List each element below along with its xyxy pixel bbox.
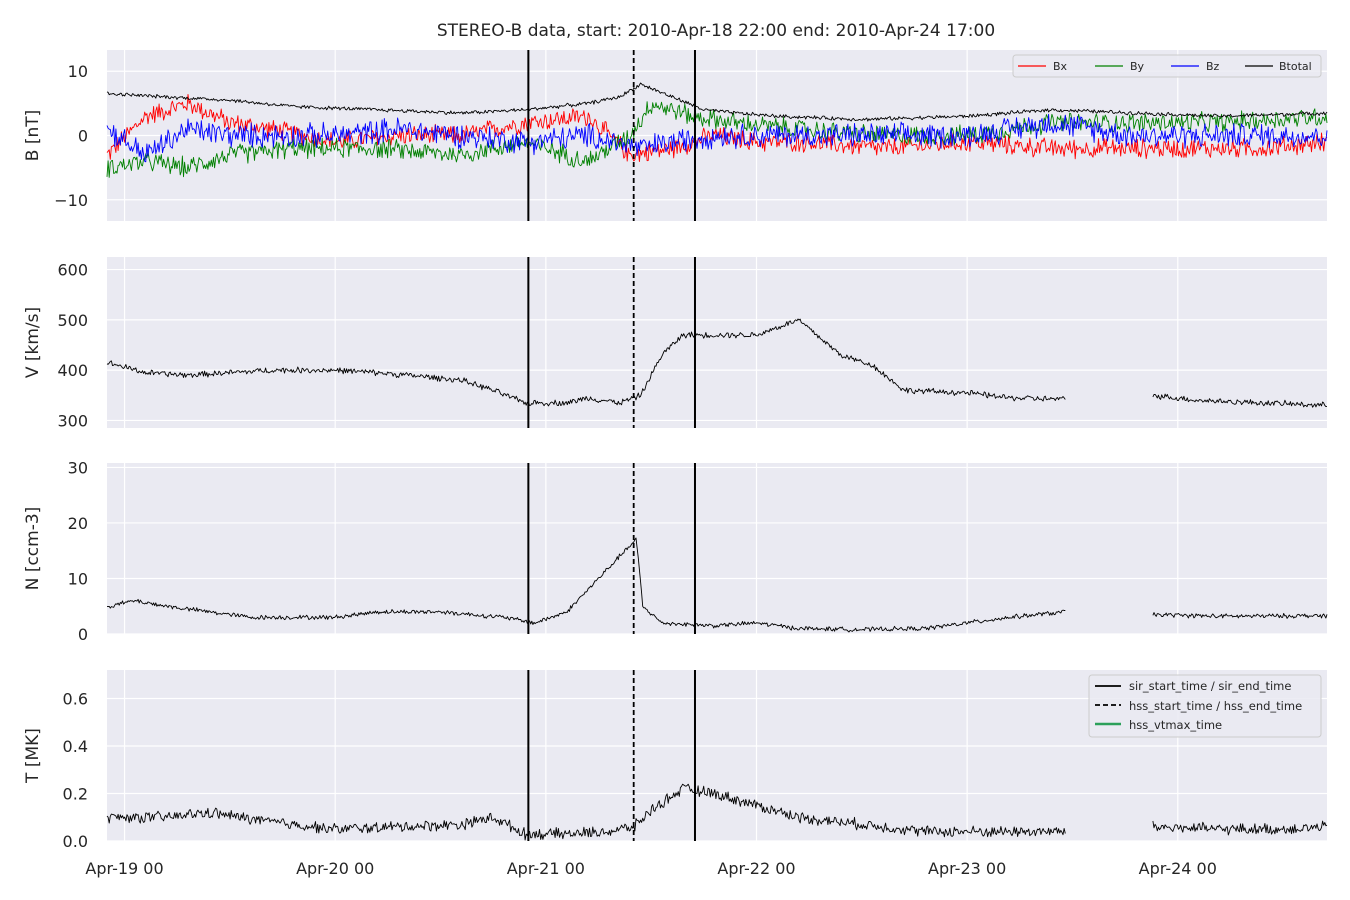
legend-label-btotal: Btotal (1279, 60, 1312, 73)
chart-title: STEREO-B data, start: 2010-Apr-18 22:00 … (437, 21, 995, 41)
y-tick-label: 0 (78, 625, 88, 644)
panel-v-background (107, 257, 1327, 428)
panel-n-background (107, 463, 1327, 634)
y-axis-label-v: V [km/s] (23, 307, 43, 378)
x-tick-label: Apr-23 00 (928, 859, 1006, 878)
legend-label-sir: sir_start_time / sir_end_time (1129, 679, 1291, 693)
y-tick-label: 10 (68, 62, 88, 81)
series-line-value-2 (107, 537, 1328, 633)
y-tick-label: −10 (54, 191, 88, 210)
x-tick-label: Apr-22 00 (717, 859, 795, 878)
y-tick-label: 20 (68, 514, 88, 533)
legend-label-by: By (1130, 60, 1145, 73)
y-tick-label: 0.2 (63, 785, 88, 804)
y-tick-label: 0.6 (63, 690, 88, 709)
series-line-btotal-0 (106, 82, 1328, 122)
series-line-value-1 (106, 318, 1328, 408)
y-axis-label-t: T [MK] (23, 728, 43, 784)
y-axis-label-n: N [ccm-3] (23, 507, 43, 591)
legend-event-times: sir_start_time / sir_end_time hss_start_… (1088, 674, 1322, 738)
y-axis-label-b: B [nT] (23, 110, 43, 162)
legend-label-hss: hss_start_time / hss_end_time (1129, 699, 1302, 713)
y-tick-label: 10 (68, 569, 88, 588)
y-tick-label: 0.0 (63, 832, 88, 851)
x-tick-label: Apr-21 00 (507, 859, 585, 878)
y-tick-label: 0.4 (63, 737, 88, 756)
panel-b-field: 10 0 −10 B [nT] (23, 50, 1328, 221)
x-tick-label: Apr-24 00 (1139, 859, 1217, 878)
series-line-bz-0 (106, 113, 1328, 163)
legend-t-frame (1088, 674, 1322, 738)
panel-density: 30 20 10 0 N [ccm-3] (23, 458, 1328, 644)
y-tick-label: 0 (78, 127, 88, 146)
legend-label-bx: Bx (1053, 60, 1068, 73)
y-tick-label: 600 (57, 261, 88, 280)
y-tick-label: 300 (57, 411, 88, 430)
y-tick-label: 400 (57, 361, 88, 380)
y-tick-label: 30 (68, 458, 88, 477)
legend-label-vtmax: hss_vtmax_time (1129, 718, 1222, 732)
x-tick-label: Apr-20 00 (296, 859, 374, 878)
legend-b-frame (1012, 54, 1322, 78)
panel-velocity: 600 500 400 300 V [km/s] (23, 257, 1328, 430)
series-line-bx-0 (106, 93, 1328, 163)
y-tick-label: 500 (57, 311, 88, 330)
legend-b-field: Bx By Bz Btotal (1012, 54, 1322, 78)
series-line-by-0 (106, 101, 1328, 178)
x-tick-label: Apr-19 00 (85, 859, 163, 878)
legend-label-bz: Bz (1206, 60, 1220, 73)
x-axis-tick-labels: Apr-19 00 Apr-20 00 Apr-21 00 Apr-22 00 Apr-… (85, 859, 1216, 878)
series-line-value-3 (106, 783, 1328, 841)
